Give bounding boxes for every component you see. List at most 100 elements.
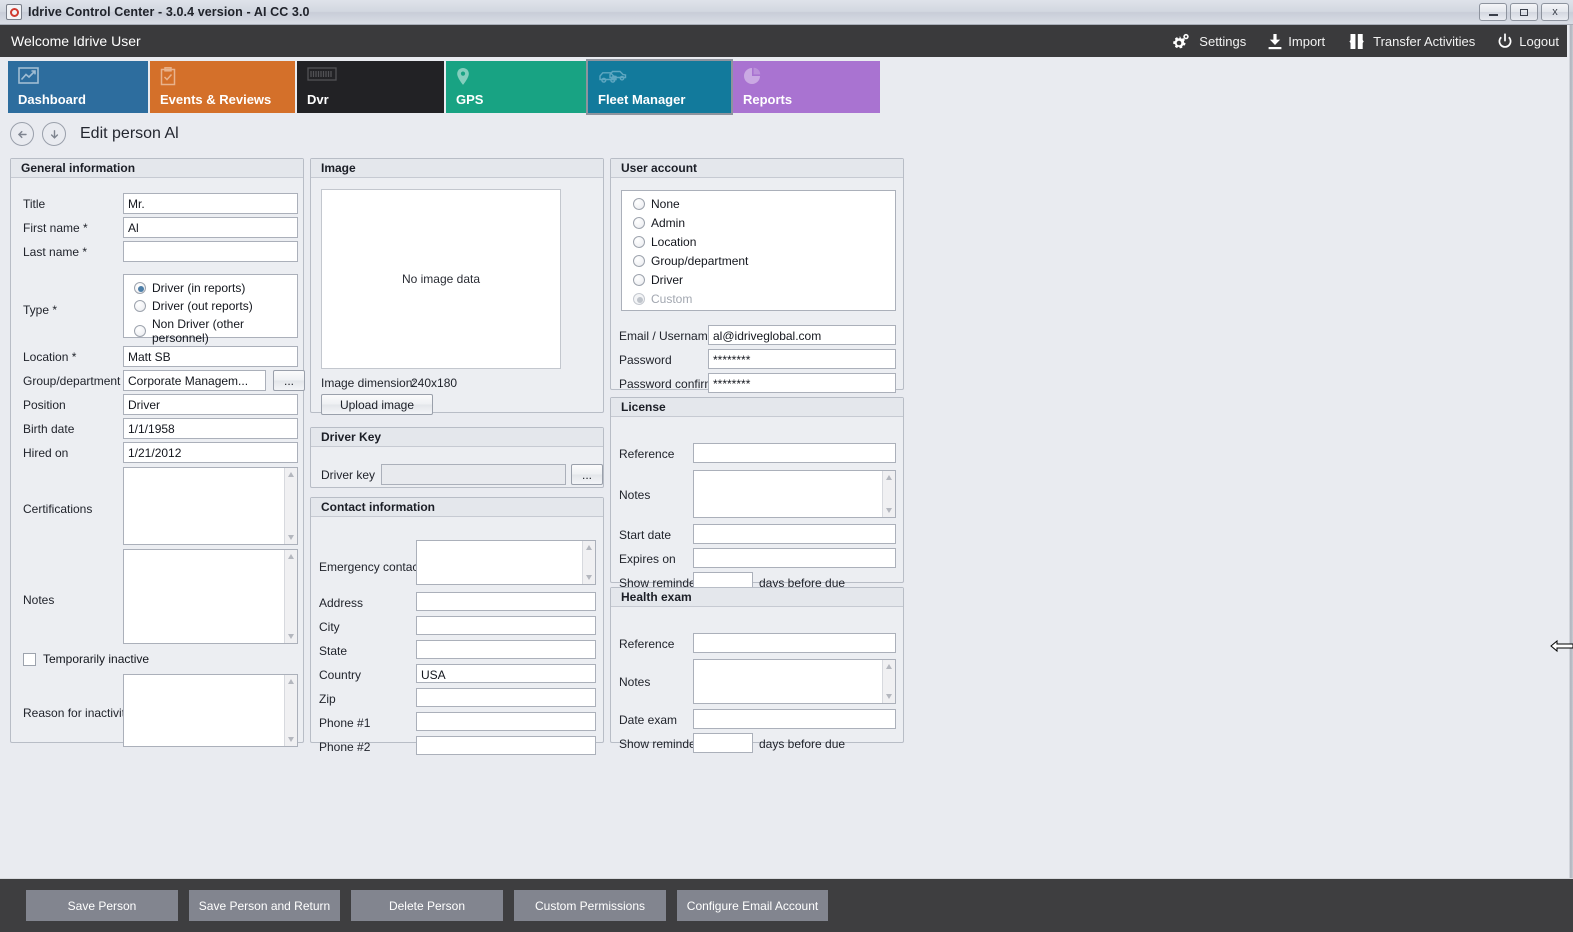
hired-on-label: Hired on: [23, 446, 69, 460]
email-username-input[interactable]: al@idriveglobal.com: [708, 325, 896, 345]
notes-label: Notes: [23, 593, 55, 607]
health-date-exam-picker[interactable]: [693, 709, 896, 729]
transfer-activities-button[interactable]: Transfer Activities: [1347, 33, 1475, 50]
user-role-custom: Custom: [633, 292, 692, 306]
last-name-label: Last name *: [23, 245, 88, 259]
close-icon[interactable]: x: [1541, 3, 1569, 21]
reason-for-inactivity-textarea[interactable]: [123, 674, 298, 747]
phone-2-input[interactable]: [416, 736, 596, 755]
city-input[interactable]: [416, 616, 596, 635]
driver-key-select[interactable]: [381, 464, 566, 485]
window-right-edge[interactable]: [1567, 25, 1573, 878]
save-person-and-return-button[interactable]: Save Person and Return: [189, 890, 340, 921]
birth-date-picker[interactable]: 1/1/1958: [123, 418, 298, 439]
user-role-admin[interactable]: Admin: [633, 216, 685, 230]
license-notes-scrollbar[interactable]: [882, 471, 895, 517]
save-person-button[interactable]: Save Person: [26, 890, 178, 921]
general-information-panel: General information Title Mr. First name…: [10, 158, 305, 747]
last-name-input[interactable]: [123, 241, 298, 262]
minimize-icon[interactable]: [1479, 3, 1507, 21]
nav-tile-gps[interactable]: GPS: [446, 61, 586, 113]
radio-circle-icon: [633, 236, 645, 248]
user-role-driver[interactable]: Driver: [633, 273, 683, 287]
type-radio-non-driver[interactable]: Non Driver (other personnel): [134, 317, 297, 345]
nav-tile-dvr[interactable]: Dvr: [297, 61, 444, 113]
nav-tile-events-reviews-label: Events & Reviews: [160, 92, 272, 107]
user-role-admin-label: Admin: [651, 216, 686, 230]
nav-tile-dvr-label: Dvr: [307, 92, 329, 107]
location-label: Location *: [23, 350, 77, 364]
radio-circle-icon: [134, 282, 146, 294]
user-role-none[interactable]: None: [633, 197, 680, 211]
nav-tile-dashboard-label: Dashboard: [18, 92, 86, 107]
settings-button[interactable]: Settings: [1171, 32, 1246, 50]
nav-tile-fleet-manager[interactable]: Fleet Manager: [586, 59, 733, 115]
image-dimension-value: 240x180: [411, 376, 458, 390]
address-input[interactable]: [416, 592, 596, 611]
configure-email-account-button[interactable]: Configure Email Account: [677, 890, 828, 921]
user-role-group-department[interactable]: Group/department: [633, 254, 748, 268]
logout-button[interactable]: Logout: [1497, 32, 1559, 50]
license-expires-on-picker[interactable]: [693, 548, 896, 568]
state-input[interactable]: [416, 640, 596, 659]
radio-circle-icon: [633, 255, 645, 267]
emergency-contact-scrollbar[interactable]: [582, 541, 595, 584]
arrow-down-circle-icon[interactable]: [42, 122, 66, 146]
password-input[interactable]: ********: [708, 349, 896, 369]
driver-key-panel: Driver Key Driver key ...: [310, 427, 604, 488]
certifications-textarea[interactable]: [123, 467, 298, 545]
emergency-contact-textarea[interactable]: [416, 540, 596, 585]
group-department-select[interactable]: Corporate Managem...: [123, 370, 266, 391]
group-department-browse-button[interactable]: ...: [273, 370, 305, 391]
type-radio-driver-in-reports-label: Driver (in reports): [152, 281, 246, 295]
phone-2-label: Phone #2: [319, 740, 371, 754]
country-input[interactable]: USA: [416, 664, 596, 683]
health-notes-textarea[interactable]: [693, 659, 896, 704]
custom-permissions-button[interactable]: Custom Permissions: [514, 890, 666, 921]
health-show-reminder-input[interactable]: [693, 733, 753, 753]
health-reference-label: Reference: [619, 637, 675, 651]
upload-image-button[interactable]: Upload image: [321, 394, 433, 415]
type-radio-driver-in-reports[interactable]: Driver (in reports): [134, 281, 245, 295]
location-select[interactable]: Matt SB: [123, 346, 298, 367]
idrive-logo-icon: [6, 4, 22, 20]
license-start-date-picker[interactable]: [693, 524, 896, 544]
type-radio-driver-out-reports[interactable]: Driver (out reports): [134, 299, 253, 313]
certifications-scrollbar[interactable]: [284, 468, 297, 544]
nav-tile-events-reviews[interactable]: Events & Reviews: [150, 61, 295, 113]
image-preview[interactable]: No image data: [321, 189, 561, 369]
first-name-input[interactable]: Al: [123, 217, 298, 238]
user-role-driver-label: Driver: [651, 273, 683, 287]
import-button[interactable]: Import: [1268, 33, 1325, 50]
notes-textarea[interactable]: [123, 549, 298, 644]
license-notes-textarea[interactable]: [693, 470, 896, 518]
password-confirm-input[interactable]: ********: [708, 373, 896, 393]
hired-on-picker[interactable]: 1/21/2012: [123, 442, 298, 463]
health-notes-label: Notes: [619, 675, 651, 689]
health-reference-input[interactable]: [693, 633, 896, 653]
nav-tile-reports[interactable]: Reports: [733, 61, 880, 113]
driver-key-heading: Driver Key: [311, 428, 603, 447]
health-notes-scrollbar[interactable]: [882, 660, 895, 703]
title-label: Title: [23, 197, 46, 211]
phone-1-input[interactable]: [416, 712, 596, 731]
maximize-icon[interactable]: [1510, 3, 1538, 21]
reason-scrollbar[interactable]: [284, 675, 297, 746]
delete-person-button[interactable]: Delete Person: [351, 890, 503, 921]
action-bar: Save Person Save Person and Return Delet…: [0, 878, 1573, 932]
page-title-bar: Edit person Al: [10, 122, 179, 146]
temporarily-inactive-checkbox[interactable]: Temporarily inactive: [23, 652, 149, 666]
arrow-left-circle-icon[interactable]: [10, 122, 34, 146]
user-role-location[interactable]: Location: [633, 235, 696, 249]
app-header: Welcome Idrive User Settings: [0, 25, 1573, 57]
title-select[interactable]: Mr.: [123, 193, 298, 214]
position-input[interactable]: Driver: [123, 394, 298, 415]
pin-icon: [456, 67, 470, 89]
license-reference-input[interactable]: [693, 443, 896, 463]
nav-tile-gps-label: GPS: [456, 92, 484, 107]
zip-input[interactable]: [416, 688, 596, 707]
notes-scrollbar[interactable]: [284, 550, 297, 643]
driver-key-browse-button[interactable]: ...: [571, 464, 603, 485]
nav-tile-dashboard[interactable]: Dashboard: [8, 61, 148, 113]
nav-tile-fleet-manager-label: Fleet Manager: [598, 92, 686, 107]
